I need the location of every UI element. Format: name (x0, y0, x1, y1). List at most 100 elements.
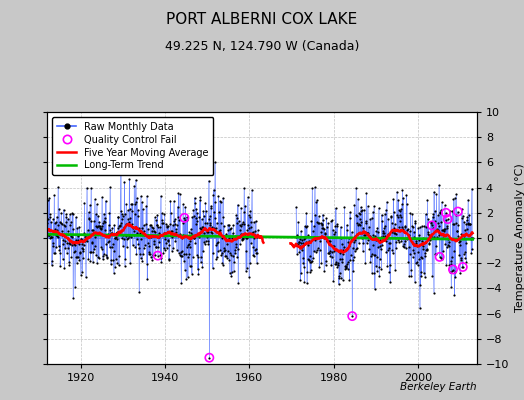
Point (60, 222, 68, 228)
Point (191, 240, 200, 246)
Point (408, 254, 417, 260)
Point (427, 233, 435, 239)
Point (457, 230, 466, 237)
Point (238, 237, 246, 243)
Point (184, 241, 192, 248)
Point (362, 190, 370, 196)
Point (155, 239, 163, 246)
Point (392, 245, 400, 252)
Point (431, 218, 440, 224)
Point (389, 196, 398, 202)
Point (242, 247, 250, 254)
Point (445, 269, 454, 275)
Point (104, 232, 113, 239)
Point (84, 209, 93, 215)
Point (193, 210, 202, 216)
Point (221, 247, 229, 253)
Point (94, 255, 103, 262)
Point (410, 229, 418, 235)
Point (157, 210, 166, 217)
Point (313, 197, 321, 204)
Point (340, 248, 348, 254)
Point (460, 250, 468, 257)
Point (402, 192, 410, 198)
Point (462, 240, 470, 246)
Point (124, 216, 133, 222)
Point (324, 238, 333, 244)
Point (56, 262, 64, 269)
Point (154, 252, 162, 259)
Point (82, 233, 91, 240)
Point (77, 236, 85, 242)
Point (111, 234, 119, 241)
Point (380, 211, 389, 217)
Point (215, 228, 223, 234)
Point (242, 268, 250, 274)
Point (75, 224, 83, 230)
Point (433, 234, 441, 240)
Point (132, 251, 140, 257)
Point (220, 247, 228, 254)
Point (298, 243, 306, 250)
Point (216, 227, 224, 234)
Point (438, 226, 446, 233)
Point (320, 268, 329, 274)
Point (63, 240, 71, 246)
Point (447, 268, 456, 274)
Point (326, 218, 335, 225)
Point (434, 223, 443, 229)
Point (331, 261, 339, 267)
Point (99, 253, 107, 259)
Text: 49.225 N, 124.790 W (Canada): 49.225 N, 124.790 W (Canada) (165, 40, 359, 53)
Point (67, 253, 75, 260)
Point (420, 270, 428, 276)
Point (339, 246, 347, 253)
Point (118, 235, 126, 242)
Point (322, 258, 330, 264)
Point (218, 260, 226, 266)
Point (362, 218, 370, 224)
Point (368, 251, 376, 257)
Point (351, 248, 359, 254)
Point (228, 234, 236, 241)
Point (112, 230, 120, 237)
Point (84, 234, 92, 240)
Point (68, 234, 76, 240)
Point (359, 224, 367, 231)
Point (97, 225, 105, 231)
Point (296, 236, 304, 243)
Point (307, 218, 315, 224)
Point (416, 224, 424, 231)
Point (109, 256, 117, 263)
Point (454, 233, 462, 239)
Point (214, 238, 222, 245)
Point (91, 243, 99, 250)
Point (133, 236, 141, 242)
Point (368, 232, 377, 238)
Point (428, 222, 436, 229)
Point (191, 215, 200, 221)
Point (70, 241, 79, 248)
Point (45, 232, 53, 238)
Point (65, 262, 73, 268)
Point (334, 260, 342, 266)
Point (367, 214, 376, 221)
Point (389, 250, 397, 256)
Point (140, 228, 148, 234)
Point (223, 241, 231, 248)
Point (354, 222, 363, 228)
Point (146, 251, 154, 257)
Point (444, 242, 453, 249)
Point (330, 243, 338, 249)
Point (46, 210, 54, 217)
Point (329, 278, 337, 284)
Point (249, 243, 257, 250)
Point (355, 210, 364, 216)
Point (407, 239, 416, 246)
Point (335, 273, 343, 279)
Point (467, 250, 475, 256)
Point (161, 246, 169, 253)
Point (203, 234, 211, 240)
Point (238, 236, 246, 242)
Point (241, 233, 249, 240)
